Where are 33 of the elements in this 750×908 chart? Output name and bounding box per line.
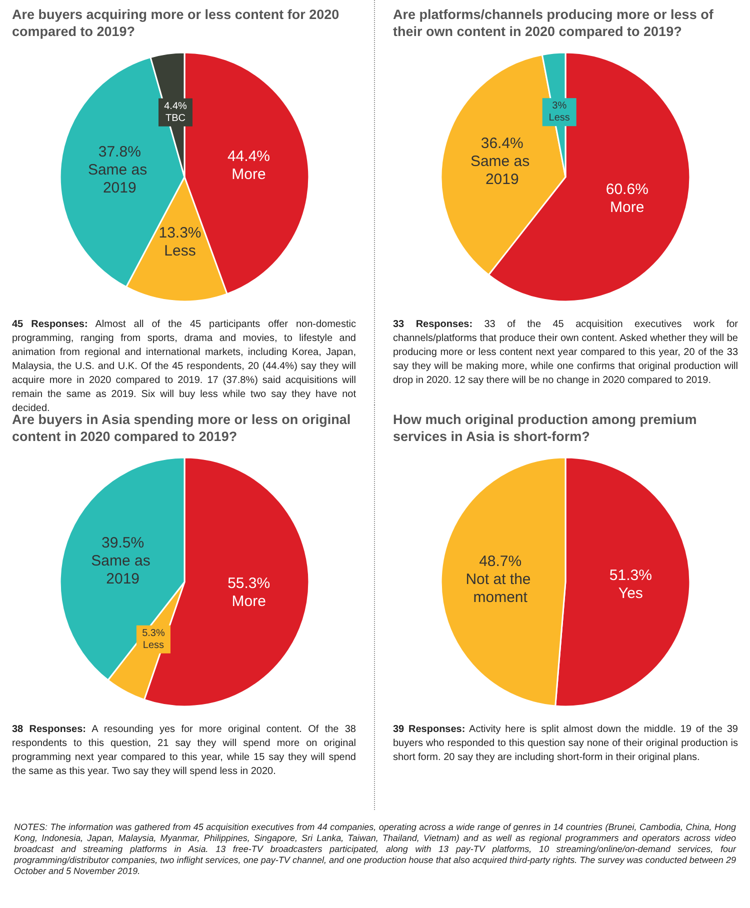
data-label: 48.7%	[479, 552, 522, 570]
text: 33 Responses: 33 of the 45 acquisition executives work for channels/platforms that produce their own content. Asked whether they will be producing more or less content next year compared to this year, 20 of the 33 say they will be making more, while one confirms that original production will drop in 2020. 12 say there will be no change in 2020 compared to 2019.	[393, 319, 738, 386]
chart-title: Are platforms/channels producing more or less of their own content in 2020 compared to 2019?	[393, 6, 714, 41]
data-label: 44.4%	[227, 148, 270, 166]
slice-label: More	[232, 593, 266, 610]
slice-label: Less	[164, 242, 196, 260]
data-label: 4.4%	[164, 100, 188, 112]
slice-label: More	[610, 198, 644, 216]
slice-label: Yes	[618, 585, 643, 602]
data-label: 3%	[552, 100, 567, 112]
data-label: 51.3%	[609, 567, 652, 584]
chart-title: How much original production among premium services in Asia is short-form?	[393, 411, 698, 446]
data-label: 39.5%	[102, 534, 144, 552]
text: NOTES: The information was gathered from 45 acquisition executives from 44 companies, operating across a wide range of genres in 14 countries (Brunei, Cambodia, China, Hong Kong, Indonesia, Japan, Malaysia, Myanmar, Philippines, Singapore, Sri Lanka, Taiwan, Thailand, Vietnam) and as well as regional programmers and operators across video broadcast and streaming platforms in Asia. 13 free-TV broadcasters participated, along with 13 pay-TV platforms, 10 streaming/online/on-demand services, four programming/distributor companies, two inflight services, one pay-TV channel, and one production house that also acquired third-party rights. The survey was conducted between 29 October and 5 November 2019.	[14, 822, 736, 877]
slice-label: Same as 2019	[88, 162, 152, 197]
slice-label: Less	[548, 112, 570, 124]
data-label: 13.3%	[158, 224, 202, 242]
slice-label: Less	[142, 640, 164, 651]
text: 39 Responses: Activity here is split almost down the middle. 19 of the 39 buyers who responded to this question say none of their original production is short form. 20 say they are including short-form in their original plans.	[393, 724, 738, 763]
slice-label: More	[232, 166, 266, 184]
text: 45 Responses: Almost all of the 45 participants offer non-domestic programming, ranging from sports, drama and movies, to lifestyle and animation from regional and international markets, including Korea, Japan, Malaysia, the U.S. and U.K. Of the 45 respondents, 20 (44.4%) say they will acquire more in 2020 compared to 2019. 17 (37.8%) said acquisitions will remain the same as 2019. Six will buy less while two say they have not decided.	[12, 319, 356, 414]
slice-label: TBC	[166, 112, 186, 124]
chart-title: Are buyers acquiring more or less content for 2020 compared to 2019?	[12, 6, 340, 41]
data-label: 5.3%	[142, 628, 165, 639]
data-label: 36.4%	[480, 135, 524, 152]
slice-label: Same as 2019	[470, 153, 534, 188]
slice-label: Same as 2019	[91, 552, 155, 588]
data-label: 37.8%	[98, 144, 141, 161]
slice-label: Not at the moment	[466, 570, 535, 606]
text: 38 Responses: A resounding yes for more original content. Of the 38 respondents to this question, 21 say they will spend more on original programming next year compared to this year, while 15 say they will spend the same as this year. Two say they will spend less in 2020.	[12, 724, 356, 777]
data-label: 60.6%	[606, 180, 648, 198]
data-label: 55.3%	[228, 575, 270, 592]
chart-title: Are buyers in Asia spending more or less on original content in 2020 compared to 2019?	[12, 412, 352, 446]
